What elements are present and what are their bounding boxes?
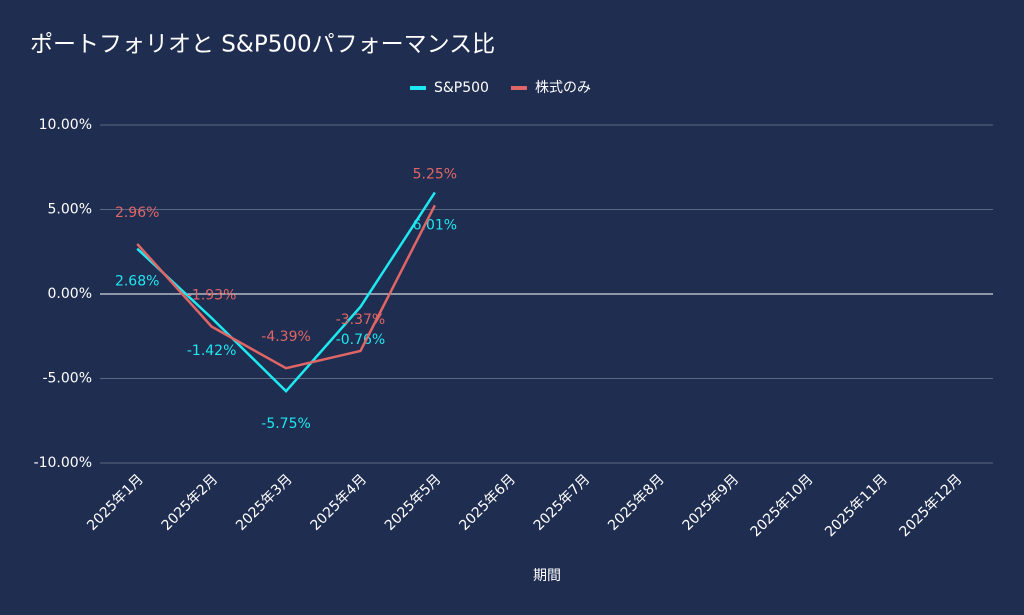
x-axis-label: 期間: [533, 568, 561, 584]
y-tick-label: -10.00%: [34, 455, 92, 471]
data-label: -4.39%: [261, 329, 311, 345]
series-line: [136, 191, 436, 393]
data-label: -0.76%: [336, 332, 386, 348]
data-label: -1.93%: [187, 288, 237, 304]
data-label: 6.01%: [413, 217, 457, 233]
data-label: -3.37%: [336, 312, 386, 328]
data-label: 5.25%: [413, 166, 457, 182]
legend-label: S&P500: [434, 80, 489, 96]
y-tick-label: 10.00%: [39, 117, 92, 133]
series-line: [136, 204, 436, 370]
chart-title: ポートフォリオと S&P500パフォーマンス比: [30, 32, 495, 58]
y-tick-label: 5.00%: [48, 202, 92, 218]
data-label: -1.42%: [187, 343, 237, 359]
legend-label: 株式のみ: [535, 80, 591, 96]
data-label: -5.75%: [261, 416, 311, 432]
y-tick-label: 0.00%: [48, 286, 92, 302]
y-tick-label: -5.00%: [42, 371, 92, 387]
data-label: 2.96%: [115, 205, 159, 221]
data-label: 2.68%: [115, 274, 159, 290]
